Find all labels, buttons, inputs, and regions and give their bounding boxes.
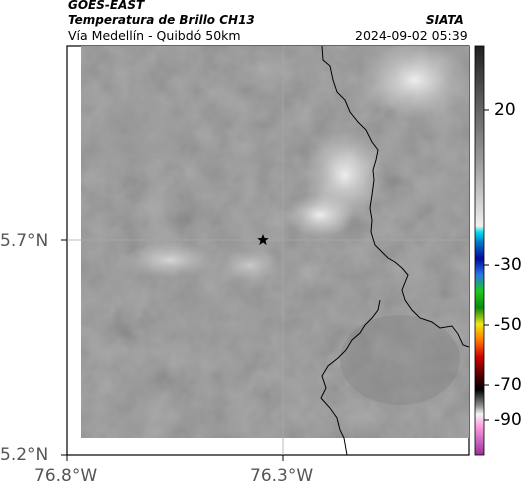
department-border-south <box>320 299 381 456</box>
star-marker-icon[interactable] <box>257 234 269 245</box>
colorbar-tick-label: -90 <box>494 410 522 430</box>
lat-tick-label: 5.7°N <box>0 231 49 251</box>
department-border <box>321 45 470 348</box>
lat-tick-label: 5.2°N <box>0 445 49 465</box>
brightness-temperature-field <box>81 40 470 438</box>
datetime-label: 2024-09-02 05:39 <box>355 28 468 43</box>
colorbar <box>474 45 485 456</box>
colorbar-tick-label: 20 <box>494 100 516 120</box>
colorbar-tick-label: -30 <box>494 255 522 275</box>
provider-label: SIATA <box>426 13 464 27</box>
colorbar-tick-label: -50 <box>494 315 522 335</box>
colorbar-tick-label: -70 <box>494 375 522 395</box>
source-title: GOES-EAST <box>68 0 145 12</box>
region-label: Vía Medellín - Quibdó 50km <box>68 28 241 43</box>
lon-tick-label: 76.8°W <box>34 466 98 486</box>
lon-tick-label: 76.3°W <box>250 466 314 486</box>
product-title: Temperatura de Brillo CH13 <box>68 13 255 27</box>
